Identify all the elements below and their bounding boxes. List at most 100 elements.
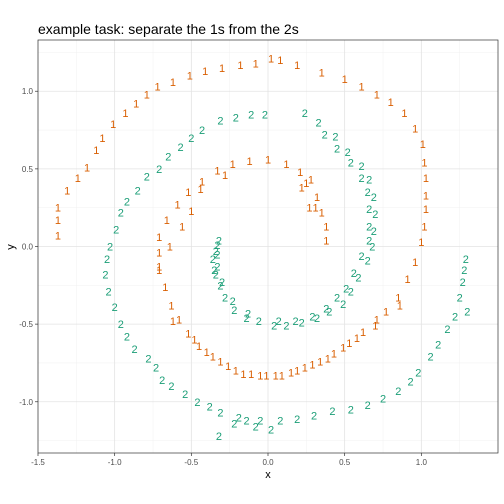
point-label-1: 1 [340, 342, 346, 354]
point-label-1: 1 [122, 108, 128, 120]
point-label-1: 1 [222, 170, 228, 182]
point-label-1: 1 [196, 341, 202, 353]
point-label-2: 2 [314, 313, 320, 325]
point-label-1: 1 [358, 82, 364, 94]
x-tick-label: 1.0 [416, 458, 428, 467]
point-label-1: 1 [401, 108, 407, 120]
point-label-2: 2 [334, 293, 340, 305]
point-label-2: 2 [332, 131, 338, 143]
point-label-2: 2 [268, 425, 274, 437]
point-label-2: 2 [188, 133, 194, 145]
point-label-1: 1 [187, 71, 193, 83]
point-label-2: 2 [231, 419, 237, 431]
point-label-1: 1 [230, 159, 236, 171]
point-label-1: 1 [283, 159, 289, 171]
point-label-2: 2 [435, 339, 441, 351]
point-label-1: 1 [308, 175, 314, 187]
point-label-2: 2 [182, 389, 188, 401]
point-label-2: 2 [365, 187, 371, 199]
point-label-2: 2 [199, 125, 205, 137]
x-tick-label: -1.5 [31, 458, 45, 467]
point-label-1: 1 [237, 60, 243, 72]
point-label-2: 2 [124, 332, 130, 344]
point-label-1: 1 [99, 133, 105, 145]
point-label-2: 2 [452, 311, 458, 323]
point-label-1: 1 [199, 176, 205, 188]
point-label-1: 1 [64, 186, 70, 198]
point-label-2: 2 [243, 415, 249, 427]
point-label-1: 1 [397, 301, 403, 313]
point-label-2: 2 [231, 305, 237, 317]
point-label-2: 2 [118, 207, 124, 219]
point-label-2: 2 [366, 221, 372, 233]
point-label-1: 1 [374, 89, 380, 101]
point-label-1: 1 [342, 74, 348, 86]
point-label-2: 2 [112, 302, 118, 314]
point-label-1: 1 [55, 215, 61, 227]
point-label-1: 1 [204, 347, 210, 359]
point-label-2: 2 [358, 161, 364, 173]
point-label-1: 1 [383, 307, 389, 319]
point-label-2: 2 [214, 249, 220, 261]
point-label-2: 2 [194, 397, 200, 409]
point-label-2: 2 [257, 415, 263, 427]
point-label-2: 2 [211, 265, 217, 277]
x-axis: -1.5 -1.0 -0.5 0.0 0.5 1.0 [31, 453, 427, 467]
point-label-2: 2 [135, 186, 141, 198]
point-label-1: 1 [420, 139, 426, 151]
point-label-2: 2 [118, 319, 124, 331]
point-label-2: 2 [214, 262, 220, 274]
point-label-2: 2 [213, 246, 219, 258]
point-label-2: 2 [222, 293, 228, 305]
point-label-1: 1 [412, 257, 418, 269]
point-label-2: 2 [460, 277, 466, 289]
point-label-1: 1 [55, 231, 61, 243]
point-label-1: 1 [247, 156, 253, 168]
point-label-1: 1 [277, 55, 283, 67]
point-label-2: 2 [415, 367, 421, 379]
x-tick-label: 0.0 [262, 458, 274, 467]
point-label-2: 2 [457, 293, 463, 305]
point-label-2: 2 [156, 164, 162, 176]
point-label-1: 1 [155, 82, 161, 94]
points-layer: 1 1 11111111111111111111111111111111111111… [55, 54, 471, 443]
point-label-2: 2 [294, 414, 300, 426]
point-label-2: 2 [217, 116, 223, 128]
point-label-2: 2 [210, 254, 216, 266]
point-label-1: 1 [202, 66, 208, 78]
point-label-2: 2 [343, 283, 349, 295]
point-label-1: 1 [179, 221, 185, 233]
point-label-2: 2 [113, 224, 119, 236]
y-tick-label: -1.0 [19, 398, 33, 407]
point-label-2: 2 [395, 386, 401, 398]
point-label-2: 2 [299, 318, 305, 330]
point-label-2: 2 [217, 408, 223, 420]
point-label-2: 2 [334, 144, 340, 156]
point-label-2: 2 [329, 406, 335, 418]
point-label-2: 2 [283, 321, 289, 333]
point-label-2: 2 [371, 226, 377, 238]
point-label-1: 1 [421, 158, 427, 170]
point-label-2: 2 [230, 296, 236, 308]
point-label-2: 2 [371, 192, 377, 204]
point-label-1: 1 [156, 248, 162, 260]
point-label-2: 2 [427, 352, 433, 364]
point-label-1: 1 [240, 369, 246, 381]
point-label-1: 1 [423, 190, 429, 202]
point-label-2: 2 [348, 158, 354, 170]
point-label-2: 2 [217, 280, 223, 292]
point-label-1: 1 [273, 370, 279, 382]
point-label-1: 1 [156, 232, 162, 244]
x-tick-label: 0.5 [339, 458, 351, 467]
point-label-1: 1 [156, 262, 162, 274]
point-label-2: 2 [105, 287, 111, 299]
point-label-2: 2 [340, 299, 346, 311]
point-label-2: 2 [219, 277, 225, 289]
point-label-1: 1 [217, 356, 223, 368]
x-tick-label: -1.0 [108, 458, 122, 467]
point-label-2: 2 [322, 130, 328, 142]
y-tick-label: -0.5 [19, 320, 33, 329]
point-label-2: 2 [345, 147, 351, 159]
point-label-2: 2 [463, 254, 469, 266]
point-label-1: 1 [288, 367, 294, 379]
